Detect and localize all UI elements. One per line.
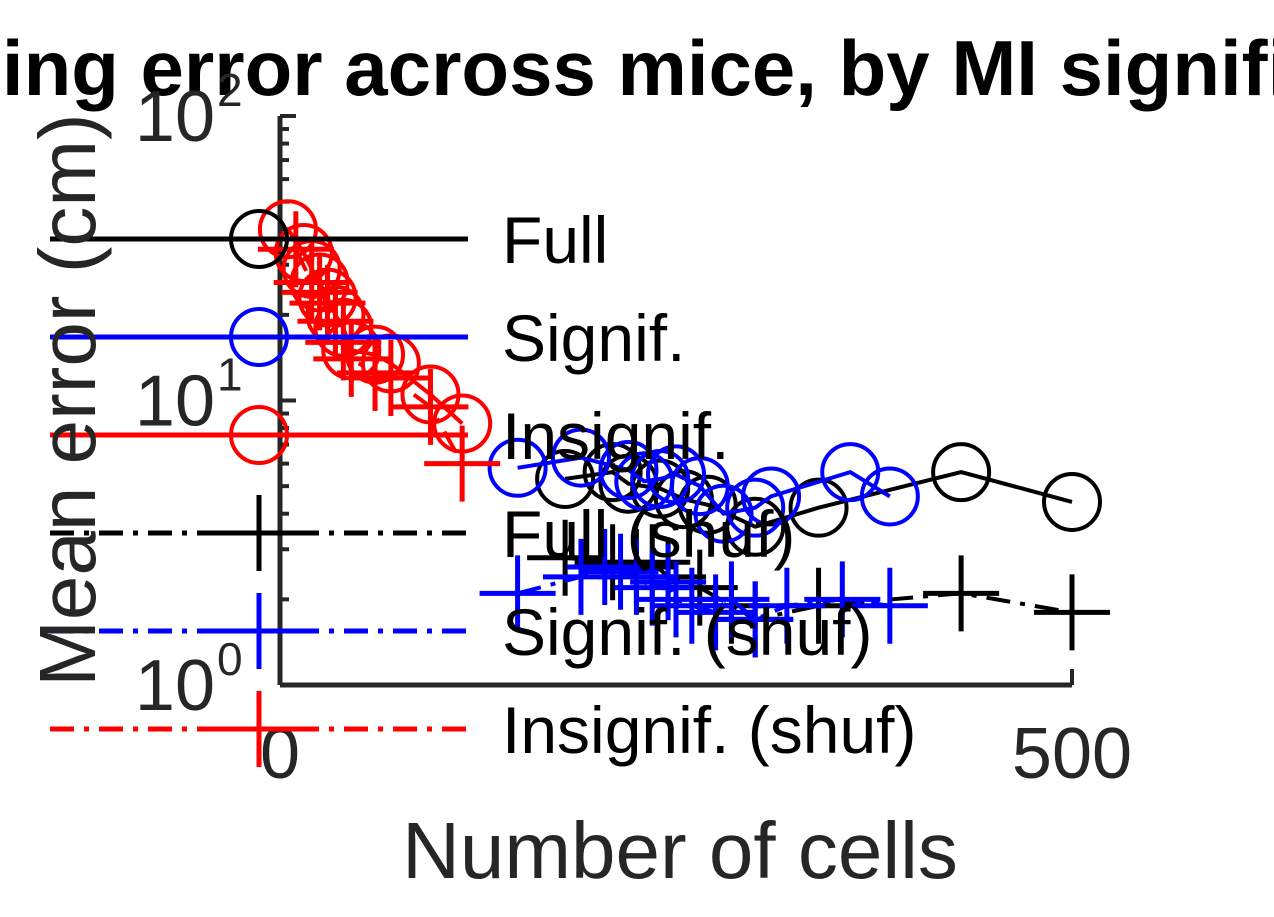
data-point	[851, 567, 928, 644]
legend-item-3: Full (shuf)	[50, 495, 795, 571]
y-tick-exponent: 0	[217, 633, 243, 685]
data-point	[582, 533, 659, 610]
legend-item-2: Insignif.	[50, 399, 729, 473]
legend-marker	[221, 691, 297, 767]
y-axis-label: Mean error (cm)	[23, 113, 112, 686]
y-tick-base: 10	[135, 362, 215, 442]
data-point	[859, 466, 920, 527]
data-point	[257, 211, 334, 288]
data-point	[923, 555, 1000, 632]
data-point	[677, 574, 754, 651]
series-1	[487, 427, 920, 544]
y-tick-label-2: 10 2	[135, 64, 243, 157]
data-point	[598, 439, 659, 500]
data-point	[550, 427, 611, 488]
data-point	[535, 448, 596, 509]
data-point	[297, 283, 374, 360]
y-tick-base: 10	[135, 77, 215, 157]
legend-marker	[221, 593, 297, 669]
series-4	[479, 528, 928, 658]
legend-label: Signif.	[502, 301, 685, 375]
legend-item-1: Signif.	[50, 301, 685, 375]
data-point	[487, 437, 548, 498]
data-point	[725, 496, 786, 557]
data-point	[337, 334, 414, 411]
data-point	[788, 477, 849, 538]
data-point	[741, 466, 802, 527]
legend-label: Insignif.	[502, 399, 729, 473]
x-tick-label-0: 0	[260, 714, 300, 794]
data-point	[931, 442, 992, 503]
legend-label: Full (shuf)	[502, 497, 795, 571]
data-point	[479, 555, 556, 632]
legend-label: Insignif. (shuf)	[502, 693, 917, 767]
data-point	[1034, 574, 1110, 651]
y-tick-base: 10	[135, 646, 215, 726]
data-point	[748, 567, 825, 644]
series-0	[535, 442, 1102, 557]
chart-title: Decoding error across mice, by MI signif…	[0, 24, 1274, 112]
data-point	[598, 453, 659, 514]
data-point	[527, 519, 604, 596]
series-line	[517, 564, 891, 622]
x-tick-label-1: 500	[1012, 714, 1132, 794]
data-point	[392, 368, 469, 445]
data-point	[352, 339, 429, 416]
legend-item-4: Signif. (shuf)	[50, 593, 872, 669]
axes: 10 010 110 20 500	[135, 64, 1132, 794]
legend-marker	[221, 495, 297, 571]
data-point	[598, 538, 675, 615]
legend: Full Signif. Insignif. Full (shuf) Signif. (…	[50, 203, 917, 767]
data-point	[804, 561, 881, 638]
y-tick-label-1: 10 1	[135, 349, 243, 442]
data-point	[725, 477, 786, 538]
series-5	[257, 211, 501, 502]
data-point	[424, 425, 501, 502]
data-point	[566, 528, 643, 605]
series-layer	[257, 199, 1110, 658]
legend-marker	[229, 209, 289, 269]
data-point	[289, 265, 366, 342]
series-line	[564, 470, 1073, 529]
y-tick-exponent: 2	[217, 64, 243, 116]
y-tick-label-0: 10 0	[135, 633, 243, 726]
legend-label: Full	[502, 203, 608, 277]
data-point	[305, 304, 382, 381]
x-axis-label: Number of cells	[402, 806, 958, 895]
legend-marker	[229, 307, 289, 367]
data-point	[313, 320, 390, 397]
data-point	[273, 244, 350, 321]
data-point	[717, 581, 794, 658]
data-point	[582, 442, 643, 503]
legend-item-5: Insignif. (shuf)	[50, 691, 917, 767]
legend-item-0: Full	[50, 203, 608, 277]
legend-marker	[229, 405, 289, 465]
data-point	[281, 254, 358, 331]
data-point	[1042, 471, 1102, 532]
legend-label: Signif. (shuf)	[502, 595, 872, 669]
